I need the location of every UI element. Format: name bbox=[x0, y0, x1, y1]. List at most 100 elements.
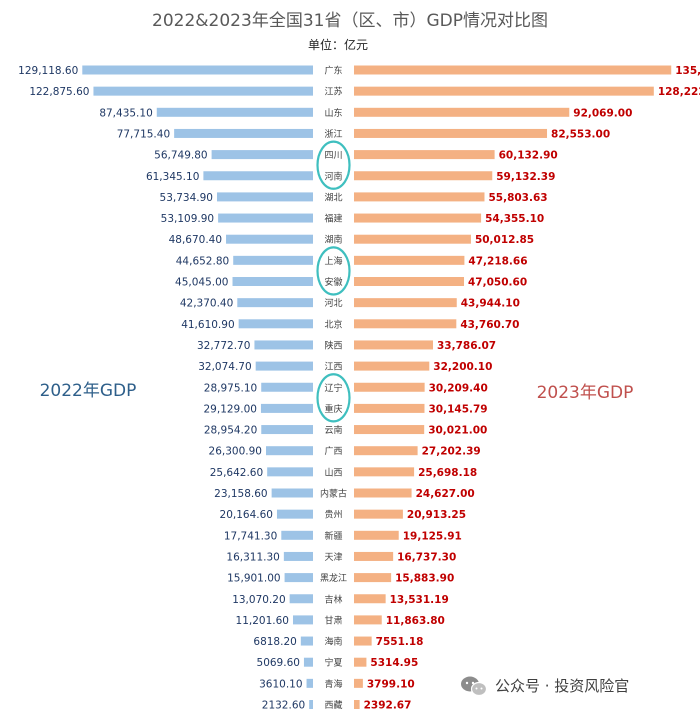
bar-2023-9 bbox=[354, 255, 465, 265]
bar-2022-18 bbox=[266, 446, 313, 456]
bar-2023-26 bbox=[354, 615, 382, 625]
value-label-2022-22: 17,741.30 bbox=[224, 530, 277, 542]
bar-2023-2 bbox=[354, 107, 570, 117]
bar-2022-14 bbox=[255, 361, 313, 371]
value-label-2022-10: 45,045.00 bbox=[175, 277, 228, 289]
value-label-2023-28: 5314.95 bbox=[370, 657, 418, 669]
chart-title: 2022&2023年全国31省（区、市）GDP情况对比图 bbox=[152, 11, 548, 31]
province-label-5: 河南 bbox=[324, 170, 342, 182]
value-label-2023-20: 24,627.00 bbox=[416, 488, 475, 500]
value-label-2022-30: 2132.60 bbox=[262, 700, 305, 712]
value-label-2022-9: 44,652.80 bbox=[176, 255, 229, 267]
value-label-2022-29: 3610.10 bbox=[259, 678, 302, 690]
bar-2022-15 bbox=[261, 382, 313, 392]
bar-2022-28 bbox=[303, 657, 313, 667]
value-label-2022-26: 11,201.60 bbox=[236, 615, 289, 627]
bar-2023-30 bbox=[354, 700, 360, 709]
province-label-20: 内蒙古 bbox=[320, 488, 347, 500]
province-label-28: 宁夏 bbox=[324, 657, 342, 669]
watermark-text: 公众号 · 投资风险官 bbox=[495, 677, 629, 695]
value-label-2022-1: 122,875.60 bbox=[29, 86, 89, 98]
province-label-7: 福建 bbox=[324, 213, 342, 225]
bar-2023-0 bbox=[354, 65, 672, 75]
province-label-29: 青海 bbox=[324, 678, 342, 690]
bar-2023-27 bbox=[354, 636, 372, 646]
value-label-2023-15: 30,209.40 bbox=[429, 382, 488, 394]
value-label-2022-25: 13,070.20 bbox=[232, 594, 285, 606]
bar-2022-25 bbox=[289, 594, 313, 604]
bar-2022-8 bbox=[226, 234, 313, 244]
bar-2023-21 bbox=[354, 509, 403, 519]
value-label-2022-11: 42,370.40 bbox=[180, 298, 233, 310]
value-label-2022-2: 87,435.10 bbox=[99, 107, 152, 119]
province-label-23: 天津 bbox=[324, 552, 342, 563]
value-label-2023-13: 33,786.07 bbox=[437, 340, 496, 352]
province-label-1: 江苏 bbox=[324, 86, 342, 98]
bar-2022-10 bbox=[232, 277, 313, 286]
bar-2023-8 bbox=[354, 234, 471, 244]
bar-2023-11 bbox=[354, 298, 457, 308]
bar-2022-4 bbox=[211, 150, 313, 160]
value-label-2023-19: 25,698.18 bbox=[418, 467, 477, 479]
value-label-2023-10: 47,050.60 bbox=[468, 277, 527, 289]
value-label-2023-9: 47,218.66 bbox=[468, 255, 527, 267]
value-label-2023-29: 3799.10 bbox=[367, 678, 415, 690]
bar-2022-23 bbox=[283, 551, 313, 561]
value-label-2022-4: 56,749.80 bbox=[154, 150, 207, 162]
right-series-label: 2023年GDP bbox=[537, 383, 634, 403]
value-label-2023-0: 135,673.16 bbox=[675, 65, 700, 77]
province-label-25: 吉林 bbox=[324, 593, 342, 605]
highlight-circle-2 bbox=[316, 373, 351, 423]
value-label-2022-6: 53,734.90 bbox=[160, 192, 213, 204]
bar-2023-4 bbox=[354, 150, 495, 160]
bar-2022-2 bbox=[156, 107, 313, 117]
province-label-2: 山东 bbox=[324, 107, 342, 119]
value-label-2023-8: 50,012.85 bbox=[475, 234, 534, 246]
bar-2022-5 bbox=[203, 171, 313, 181]
wechat-icon bbox=[461, 676, 488, 697]
bar-2022-30 bbox=[309, 700, 313, 709]
value-label-2023-26: 11,863.80 bbox=[386, 615, 445, 627]
value-label-2022-20: 23,158.60 bbox=[214, 488, 267, 500]
bar-2023-20 bbox=[354, 488, 412, 498]
province-label-26: 甘肃 bbox=[324, 614, 342, 626]
province-label-14: 江西 bbox=[324, 362, 342, 373]
bar-2022-12 bbox=[238, 319, 313, 329]
bar-2023-29 bbox=[354, 678, 363, 688]
value-label-2023-27: 7551.18 bbox=[376, 636, 424, 648]
highlight-group bbox=[316, 140, 351, 423]
value-label-2022-17: 28,954.20 bbox=[204, 425, 257, 437]
bar-2022-20 bbox=[271, 488, 313, 498]
value-label-2022-24: 15,901.00 bbox=[227, 573, 280, 585]
value-label-2022-27: 6818.20 bbox=[253, 636, 296, 648]
bar-2022-1 bbox=[93, 86, 313, 96]
value-label-2022-21: 20,164.60 bbox=[220, 509, 273, 521]
value-label-2022-19: 25,642.60 bbox=[210, 467, 263, 479]
province-label-22: 新疆 bbox=[324, 530, 342, 542]
bar-2023-18 bbox=[354, 446, 418, 456]
bar-2022-26 bbox=[292, 615, 313, 625]
province-label-6: 湖北 bbox=[324, 192, 342, 203]
value-label-2023-21: 20,913.25 bbox=[407, 509, 466, 521]
province-label-4: 四川 bbox=[324, 151, 342, 161]
watermark: 公众号 · 投资风险官 bbox=[461, 676, 629, 697]
bar-2023-12 bbox=[354, 319, 457, 329]
province-label-18: 广西 bbox=[324, 445, 342, 457]
value-label-2022-5: 61,345.10 bbox=[146, 171, 199, 183]
bar-2023-24 bbox=[354, 573, 392, 583]
province-label-10: 安徽 bbox=[324, 276, 342, 288]
province-label-27: 海南 bbox=[324, 636, 342, 648]
bar-2023-10 bbox=[354, 277, 465, 286]
bar-2022-24 bbox=[284, 573, 313, 583]
bar-2023-22 bbox=[354, 530, 399, 540]
value-label-2023-3: 82,553.00 bbox=[551, 128, 610, 140]
bar-2023-7 bbox=[354, 213, 482, 223]
value-label-2023-7: 54,355.10 bbox=[485, 213, 544, 225]
left-series-label: 2022年GDP bbox=[40, 381, 137, 401]
bar-2022-21 bbox=[276, 509, 313, 519]
bar-2023-15 bbox=[354, 382, 425, 392]
bar-2022-27 bbox=[300, 636, 313, 646]
value-label-2023-4: 60,132.90 bbox=[499, 150, 558, 162]
bar-2022-16 bbox=[260, 403, 313, 413]
bar-2023-25 bbox=[354, 594, 386, 604]
